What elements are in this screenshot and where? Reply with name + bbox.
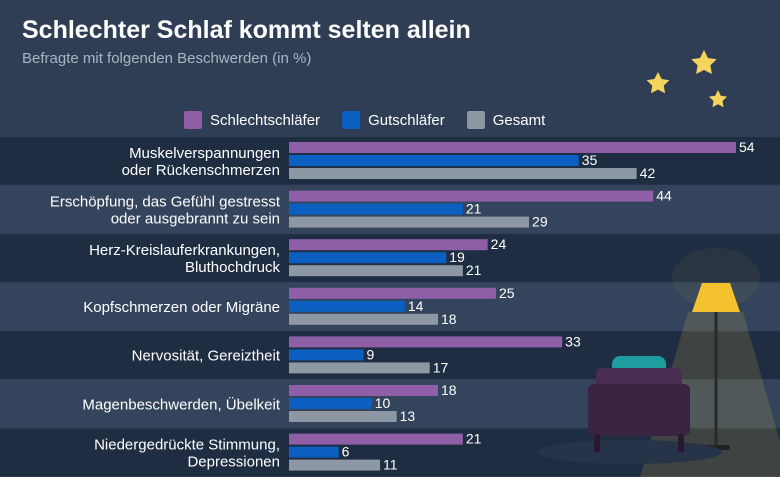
legend: Schlechtschläfer Gutschläfer Gesamt: [184, 111, 545, 129]
data-label: 21: [466, 201, 482, 217]
bar: [289, 190, 654, 202]
chart-title: Schlechter Schlaf kommt selten allein: [22, 16, 471, 44]
bar: [289, 313, 438, 325]
category-label: Herz-Kreislauferkrankungen,: [89, 242, 280, 259]
data-label: 14: [408, 298, 424, 314]
category-label: Magenbeschwerden, Übelkeit: [82, 395, 280, 413]
bar: [289, 398, 372, 409]
data-label: 29: [532, 214, 548, 230]
chart-subtitle: Befragte mit folgenden Beschwerden (in %…: [22, 50, 312, 67]
legend-item-schlechtschlaefer: Schlechtschläfer: [184, 111, 320, 129]
data-label: 25: [499, 285, 515, 301]
legend-item-gesamt: Gesamt: [466, 111, 546, 129]
legend-swatch-schlechtschlaefer: [184, 111, 202, 129]
category-label: oder ausgebrannt zu sein: [111, 210, 280, 227]
armchair-icon: [538, 356, 722, 464]
category-label: Niedergedrückte Stimmung,: [94, 436, 280, 453]
data-label: 21: [466, 262, 482, 278]
category-label: Kopfschmerzen oder Migräne: [83, 299, 280, 316]
data-label: 54: [739, 139, 755, 155]
data-label: 18: [441, 311, 457, 327]
data-label: 21: [466, 431, 482, 447]
category-label: Nervosität, Gereiztheit: [132, 348, 281, 365]
data-label: 44: [656, 188, 672, 204]
legend-swatch-gesamt: [466, 111, 485, 129]
bar: [289, 203, 463, 215]
data-label: 11: [383, 457, 398, 473]
bar: [289, 411, 397, 422]
bar: [289, 385, 438, 396]
data-label: 9: [367, 346, 375, 362]
bars: [289, 142, 736, 471]
data-label: 13: [400, 408, 416, 424]
bar: [289, 265, 463, 277]
data-label: 19: [449, 249, 465, 265]
category-label: oder Rückenschmerzen: [122, 162, 280, 179]
bar: [289, 142, 736, 153]
bar: [289, 433, 463, 445]
data-label: 18: [441, 382, 457, 398]
bar: [289, 336, 563, 348]
legend-label-gesamt: Gesamt: [492, 111, 546, 129]
legend-item-gutschlaefer: Gutschläfer: [342, 111, 445, 129]
bar: [289, 155, 579, 166]
category-label: Depressionen: [187, 453, 280, 470]
legend-label-schlechtschlaefer: Schlechtschläfer: [210, 111, 321, 129]
bar: [289, 239, 488, 251]
legend-swatch-gutschlaefer: [342, 111, 361, 129]
data-label: 24: [491, 236, 507, 252]
bar: [289, 168, 637, 179]
bar: [289, 300, 405, 312]
bar: [289, 459, 381, 471]
data-label: 42: [640, 165, 656, 181]
bar: [289, 349, 364, 361]
category-label: Erschöpfung, das Gefühl gestresst: [50, 193, 281, 210]
data-label: 33: [565, 333, 581, 349]
bar: [289, 252, 447, 264]
bar: [289, 446, 339, 458]
bar: [289, 216, 530, 228]
data-label: 17: [433, 359, 449, 375]
data-label: 35: [582, 152, 598, 168]
three-stars-icon: [646, 50, 727, 108]
bar: [289, 362, 430, 374]
data-label: 10: [375, 395, 391, 411]
category-label: Bluthochdruck: [185, 259, 281, 276]
legend-label-gutschlaefer: Gutschläfer: [368, 111, 445, 129]
category-label: Muskelverspannungen: [129, 145, 280, 162]
data-label: 6: [342, 444, 350, 460]
bar: [289, 287, 496, 299]
